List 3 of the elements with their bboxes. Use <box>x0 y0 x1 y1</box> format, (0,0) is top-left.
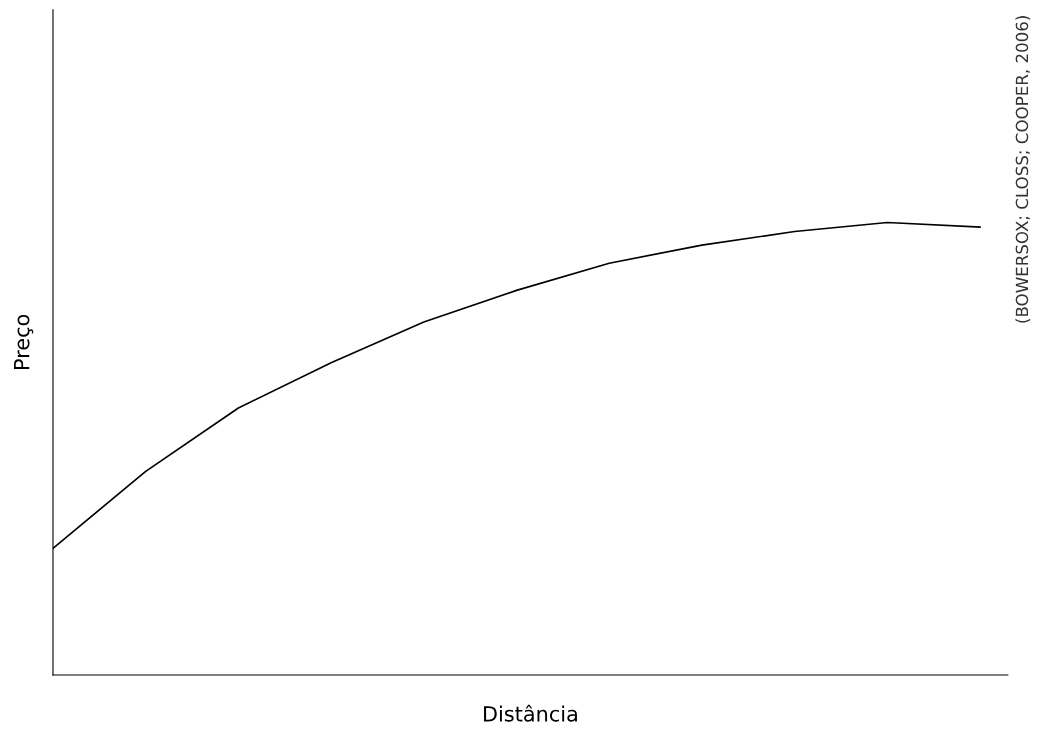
x-axis-title: Distância <box>484 704 577 722</box>
text: (BOWERSOX; CLOSS; COOPER, 2006) <box>1015 16 1031 323</box>
y-axis-title: Preço <box>14 314 34 370</box>
